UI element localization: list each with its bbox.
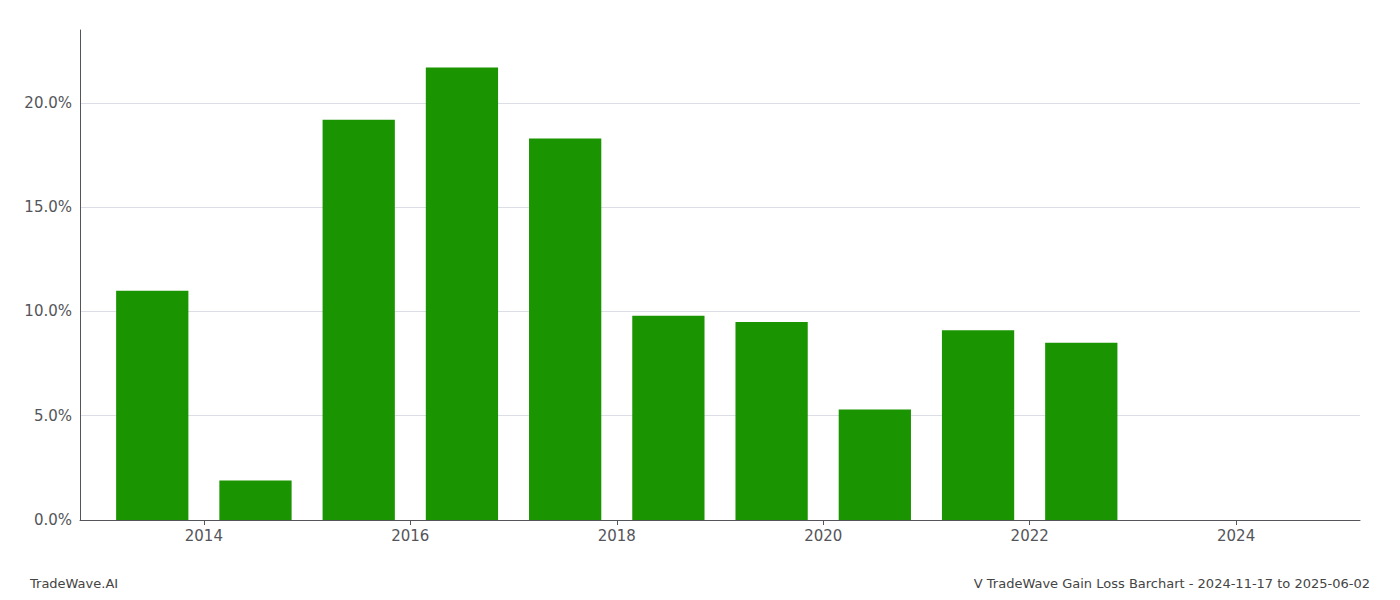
svg-text:2016: 2016	[391, 527, 429, 545]
svg-text:2014: 2014	[185, 527, 223, 545]
svg-text:TradeWave.AI: TradeWave.AI	[29, 576, 118, 591]
svg-text:10.0%: 10.0%	[24, 302, 72, 320]
svg-text:2018: 2018	[598, 527, 636, 545]
svg-text:2024: 2024	[1217, 527, 1255, 545]
svg-text:0.0%: 0.0%	[34, 511, 72, 529]
svg-text:5.0%: 5.0%	[34, 407, 72, 425]
svg-text:V TradeWave Gain Loss Barchart: V TradeWave Gain Loss Barchart - 2024-11…	[974, 576, 1370, 591]
svg-text:20.0%: 20.0%	[24, 94, 72, 112]
svg-text:2020: 2020	[804, 527, 842, 545]
svg-text:2022: 2022	[1011, 527, 1049, 545]
svg-text:15.0%: 15.0%	[24, 198, 72, 216]
